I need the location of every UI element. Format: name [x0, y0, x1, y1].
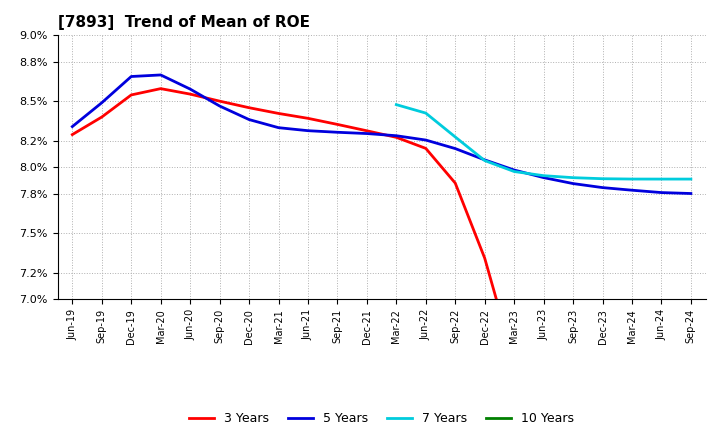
3 Years	[127, 92, 135, 98]
3 Years	[392, 135, 400, 140]
3 Years	[186, 92, 194, 97]
7 Years	[451, 134, 459, 139]
5 Years	[392, 133, 400, 138]
7 Years	[598, 176, 607, 181]
3 Years	[333, 122, 342, 127]
3 Years	[421, 146, 430, 151]
Text: [7893]  Trend of Mean of ROE: [7893] Trend of Mean of ROE	[58, 15, 310, 30]
5 Years	[421, 137, 430, 143]
5 Years	[68, 124, 76, 129]
5 Years	[127, 74, 135, 79]
3 Years	[68, 132, 76, 137]
3 Years	[304, 116, 312, 121]
5 Years	[186, 86, 194, 92]
3 Years	[215, 99, 224, 104]
5 Years	[451, 146, 459, 151]
3 Years	[156, 86, 165, 91]
5 Years	[274, 125, 283, 130]
5 Years	[215, 103, 224, 109]
7 Years	[569, 175, 577, 180]
5 Years	[156, 72, 165, 77]
5 Years	[598, 185, 607, 190]
3 Years	[480, 256, 489, 261]
Line: 5 Years: 5 Years	[72, 75, 691, 194]
5 Years	[687, 191, 696, 196]
3 Years	[363, 128, 372, 133]
Line: 3 Years: 3 Years	[72, 88, 691, 440]
7 Years	[510, 169, 518, 174]
3 Years	[451, 180, 459, 186]
5 Years	[245, 117, 253, 122]
5 Years	[97, 100, 106, 105]
7 Years	[421, 110, 430, 116]
3 Years	[245, 105, 253, 110]
7 Years	[687, 176, 696, 182]
Legend: 3 Years, 5 Years, 7 Years, 10 Years: 3 Years, 5 Years, 7 Years, 10 Years	[184, 407, 579, 430]
5 Years	[628, 187, 636, 193]
5 Years	[569, 181, 577, 186]
7 Years	[539, 173, 548, 178]
3 Years	[687, 368, 696, 374]
7 Years	[480, 158, 489, 163]
5 Years	[480, 157, 489, 162]
5 Years	[333, 130, 342, 135]
3 Years	[97, 114, 106, 120]
5 Years	[304, 128, 312, 133]
7 Years	[657, 176, 666, 182]
5 Years	[510, 167, 518, 172]
Line: 7 Years: 7 Years	[396, 105, 691, 179]
5 Years	[539, 175, 548, 180]
3 Years	[274, 111, 283, 116]
7 Years	[392, 102, 400, 107]
7 Years	[628, 176, 636, 182]
3 Years	[510, 359, 518, 365]
5 Years	[363, 131, 372, 136]
5 Years	[657, 190, 666, 195]
